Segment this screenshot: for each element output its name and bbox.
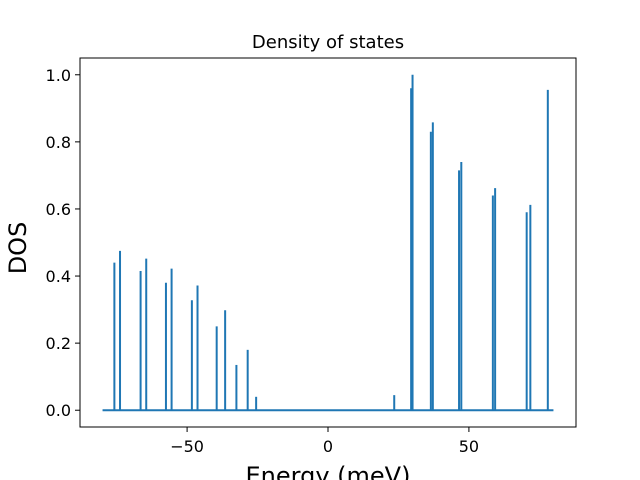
x-tick-label: −50: [170, 437, 204, 456]
y-tick-label: 0.0: [46, 401, 71, 420]
y-tick-label: 0.4: [46, 267, 71, 286]
x-axis-label: Energy (meV): [246, 462, 411, 480]
axes-frame: [79, 57, 577, 428]
x-tick-label: 0: [323, 437, 333, 456]
y-tick-label: 0.8: [46, 133, 71, 152]
y-axis: 0.0 0.2 0.4 0.6 0.8 1.0: [46, 66, 80, 420]
y-tick-label: 1.0: [46, 66, 71, 85]
chart-title: Density of states: [252, 32, 404, 53]
y-axis-label: DOS: [4, 222, 32, 275]
plot-area: [79, 57, 577, 428]
x-tick-label: 50: [459, 437, 479, 456]
y-tick-label: 0.6: [46, 200, 71, 219]
y-tick-label: 0.2: [46, 334, 71, 353]
x-axis: −50 0 50: [170, 427, 479, 456]
